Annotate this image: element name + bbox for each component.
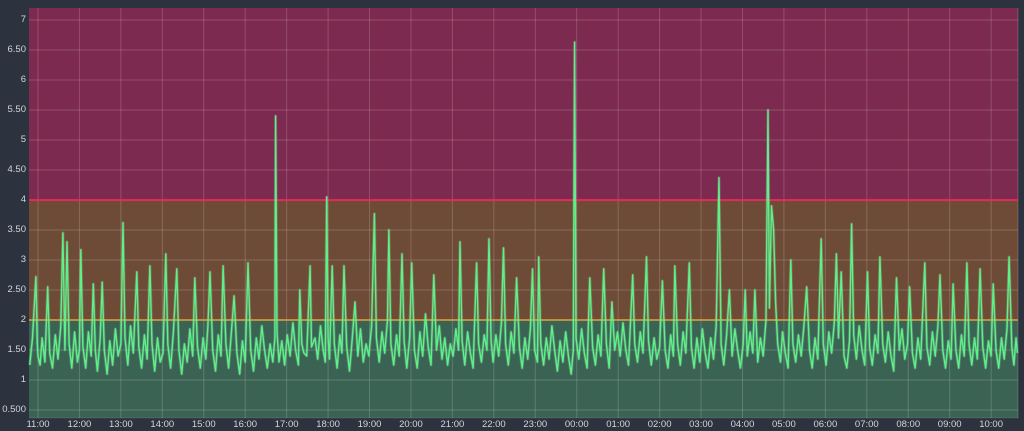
threshold-region-critical (29, 8, 1018, 200)
x-axis-tick-label: 09:00 (937, 419, 962, 430)
y-axis-tick-label: 5 (20, 134, 26, 145)
x-axis-tick-label: 03:00 (689, 419, 713, 430)
x-axis-tick-label: 15:00 (191, 419, 216, 430)
series-line (29, 41, 1019, 375)
x-axis-tick-label: 23:00 (523, 419, 548, 430)
y-axis-tick-label: 2.50 (7, 284, 27, 295)
y-axis-tick-label: 3 (20, 254, 26, 265)
x-axis-tick-label: 06:00 (813, 419, 838, 430)
y-axis-tick-label: 0.500 (2, 404, 26, 415)
x-axis-tick-label: 13:00 (108, 419, 133, 430)
x-axis-tick-label: 07:00 (854, 419, 879, 430)
x-axis-tick-label: 02:00 (647, 419, 672, 430)
x-axis-tick-label: 22:00 (481, 419, 506, 430)
x-axis-tick-label: 12:00 (67, 419, 92, 430)
x-axis-tick-label: 16:00 (233, 419, 258, 430)
x-axis-tick-label: 17:00 (274, 419, 299, 430)
x-axis-tick-label: 19:00 (357, 419, 382, 430)
y-axis-tick-label: 1.50 (7, 344, 27, 355)
x-axis-tick-label: 00:00 (564, 419, 589, 430)
y-axis-tick-label: 5.50 (7, 104, 27, 115)
x-axis-tick-label: 10:00 (979, 419, 1003, 430)
x-axis-tick-label: 11:00 (26, 419, 50, 430)
x-axis-tick-label: 05:00 (772, 419, 796, 430)
x-axis-tick-label: 20:00 (399, 419, 423, 430)
y-axis-tick-label: 3.50 (7, 224, 27, 235)
x-axis-tick-label: 21:00 (440, 419, 465, 430)
x-axis-tick-label: 08:00 (896, 419, 921, 430)
x-axis-tick-label: 18:00 (316, 419, 340, 430)
x-axis-tick-label: 14:00 (150, 419, 175, 430)
y-axis-tick-label: 1 (20, 374, 26, 385)
y-axis-tick-label: 4.50 (7, 164, 27, 175)
y-axis-tick-label: 2 (20, 314, 26, 325)
y-axis-tick-label: 6 (20, 74, 26, 85)
x-axis-tick-label: 04:00 (730, 419, 755, 430)
y-axis-tick-label: 4 (20, 194, 26, 205)
x-axis-tick-label: 01:00 (606, 419, 631, 430)
y-axis-tick-label: 7 (20, 14, 26, 25)
y-axis-tick-label: 6.50 (7, 44, 27, 55)
